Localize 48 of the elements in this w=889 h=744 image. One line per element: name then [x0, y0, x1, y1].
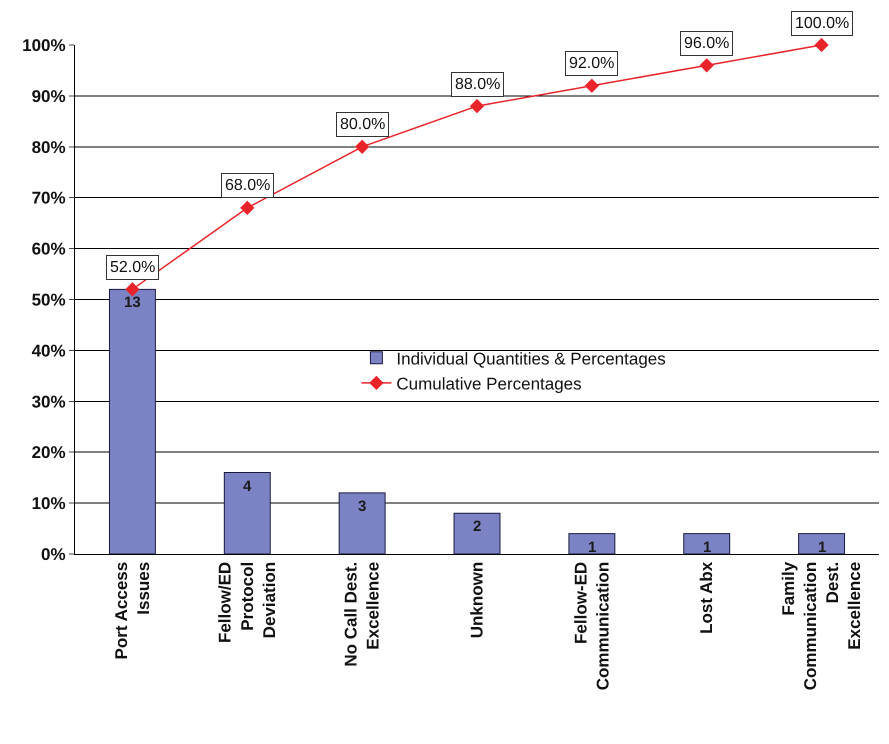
data-label: 96.0%	[684, 35, 730, 52]
y-tick-label: 30%	[32, 392, 66, 412]
x-tick-label: Unknown	[468, 562, 487, 638]
bar	[683, 533, 730, 554]
y-tick-label: 20%	[32, 443, 66, 462]
y-tick-label: 40%	[32, 341, 66, 360]
data-label: 80.0%	[340, 116, 386, 133]
legend-label: Cumulative Percentages	[396, 374, 582, 394]
y-tick-label: 90%	[32, 86, 66, 106]
y-tick-label: 80%	[32, 138, 66, 157]
data-label: 92.0%	[569, 55, 614, 72]
bar	[224, 472, 271, 554]
data-label: 100.0%	[795, 15, 850, 32]
point	[240, 200, 254, 216]
bar	[338, 492, 386, 554]
annotation: 13	[124, 294, 141, 311]
legend-label: Individual Quantities & Percentages	[396, 349, 666, 368]
point	[814, 38, 829, 52]
y-tick-label: 70%	[32, 188, 66, 208]
annotation: 1	[703, 539, 712, 556]
annotation: 4	[243, 478, 252, 495]
x-tick-label: Fellow/ED Protocol Deviation	[216, 562, 279, 644]
annotation: 2	[473, 518, 482, 535]
y-tick-label: 60%	[32, 240, 66, 259]
x-tick-label: Fellow-ED Communication	[571, 562, 612, 690]
point	[584, 78, 600, 93]
y-tick-label: 0%	[41, 544, 66, 564]
y-tick-label: 10%	[32, 494, 66, 514]
bar	[454, 512, 500, 554]
y-tick-label: 50%	[32, 290, 66, 310]
bar	[568, 533, 616, 554]
x-tick-label: Family Communication Dest. Excellence	[778, 561, 864, 690]
x-tick-label: Port Access Issues	[112, 562, 154, 660]
point	[354, 140, 370, 154]
y-tick-label: 100%	[22, 36, 66, 55]
point	[470, 98, 484, 114]
data-label: 52.0%	[110, 259, 156, 276]
bar	[108, 288, 156, 554]
data-label: 68.0%	[225, 177, 270, 194]
data-label: 88.0%	[455, 76, 500, 93]
x-tick-label: No Call Dest. Excellence	[342, 562, 383, 667]
x-tick-label: Lost Abx	[697, 561, 716, 634]
annotation: 1	[588, 539, 596, 556]
point	[125, 282, 140, 296]
point	[700, 58, 714, 73]
annotation: 1	[818, 539, 826, 556]
annotation: 3	[358, 498, 366, 515]
bar	[798, 533, 846, 554]
